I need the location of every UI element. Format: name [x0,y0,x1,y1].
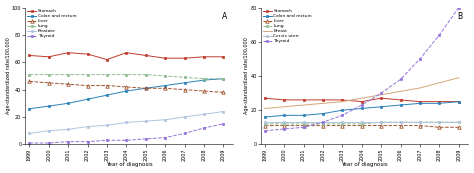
Legend: Stomach, Colon and rectum, Liver, Lung, Breast, Cervix uteri, Thyroid: Stomach, Colon and rectum, Liver, Lung, … [262,9,312,44]
X-axis label: Year of diagnosis: Year of diagnosis [106,162,153,167]
Y-axis label: Age-standardized rate/100,000: Age-standardized rate/100,000 [6,38,10,114]
Text: A: A [221,12,227,21]
Y-axis label: Age-standardized rate/100,000: Age-standardized rate/100,000 [244,38,249,114]
Legend: Stomach, Colon and rectum, Liver, Lung, Prostate, Thyroid: Stomach, Colon and rectum, Liver, Lung, … [27,9,77,39]
X-axis label: Year of diagnosis: Year of diagnosis [341,162,388,167]
Text: B: B [457,12,462,21]
